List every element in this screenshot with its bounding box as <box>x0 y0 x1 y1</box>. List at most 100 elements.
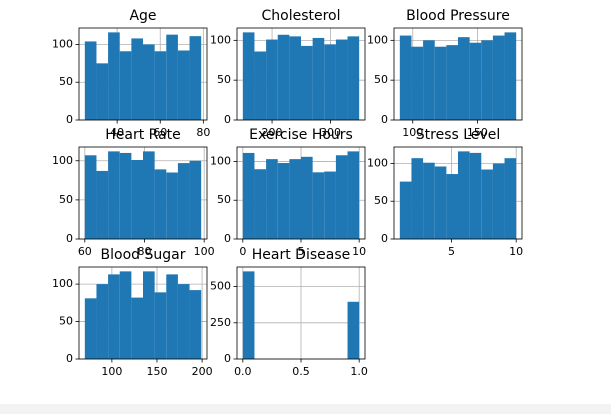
axes-frame <box>78 266 208 360</box>
subplot-title: Exercise Hours <box>249 127 353 143</box>
bar <box>411 46 424 121</box>
bar <box>189 160 202 239</box>
bar <box>189 290 202 359</box>
x-tick-label: 150 <box>146 365 167 378</box>
subplot-title: Heart Disease <box>252 247 350 263</box>
bar <box>96 170 109 239</box>
y-tick-label: 100 <box>210 33 231 46</box>
bar <box>492 35 505 120</box>
x-tick-label: 40 <box>110 126 124 139</box>
bar <box>446 174 458 239</box>
y-tick-label: 100 <box>52 37 73 50</box>
x-tick-label: 100 <box>402 126 423 139</box>
y-tick-label: 250 <box>210 316 231 329</box>
x-tick-label: 10 <box>352 245 366 258</box>
bar <box>446 45 458 120</box>
bar <box>143 151 155 239</box>
bar <box>131 159 143 239</box>
x-tick-label: 200 <box>192 365 213 378</box>
y-tick-label: 50 <box>59 193 73 206</box>
y-tick-label: 0 <box>224 232 231 245</box>
bar <box>469 152 482 239</box>
axes-frame <box>393 27 523 121</box>
bar <box>277 163 290 239</box>
bar <box>347 151 360 239</box>
bar <box>423 40 435 120</box>
bar <box>492 163 505 239</box>
bar <box>423 162 435 239</box>
bar <box>131 38 143 120</box>
bar <box>166 34 178 121</box>
subplot-title: Cholesterol <box>261 8 340 24</box>
bar <box>504 158 517 239</box>
bar <box>166 274 178 359</box>
bar <box>277 34 290 120</box>
bar <box>504 32 517 120</box>
axes-frame <box>236 27 366 121</box>
axes-frame <box>78 27 208 121</box>
bar <box>266 39 278 120</box>
bar <box>177 163 190 239</box>
x-tick-label: 1.0 <box>350 365 368 378</box>
bar <box>301 156 313 239</box>
bar <box>119 152 132 239</box>
bar <box>84 298 97 359</box>
bar <box>108 274 120 359</box>
bar <box>324 171 336 239</box>
bar <box>177 284 190 359</box>
subplot-title: Blood Pressure <box>406 8 510 24</box>
y-tick-label: 0 <box>224 352 231 365</box>
y-tick-label: 0 <box>381 232 388 245</box>
bar <box>108 32 120 120</box>
bar <box>434 46 447 121</box>
bar <box>399 35 412 120</box>
x-tick-label: 0 <box>239 245 246 258</box>
bar <box>119 51 132 120</box>
bar <box>119 271 132 359</box>
bar <box>166 172 178 239</box>
y-tick-label: 0 <box>381 113 388 126</box>
x-tick-label: 5 <box>298 245 305 258</box>
x-tick-label: 80 <box>137 245 151 258</box>
bar <box>335 155 348 239</box>
bar <box>143 44 155 120</box>
y-tick-label: 50 <box>217 193 231 206</box>
bar <box>242 32 255 120</box>
y-tick-label: 50 <box>374 194 388 207</box>
bar <box>434 166 447 239</box>
y-tick-label: 100 <box>367 33 388 46</box>
x-tick-label: 150 <box>467 126 488 139</box>
y-tick-label: 50 <box>59 75 73 88</box>
x-tick-label: 60 <box>78 245 92 258</box>
x-tick-label: 5 <box>448 245 455 258</box>
bar <box>469 42 482 120</box>
bar <box>266 159 278 239</box>
bar <box>347 36 360 121</box>
y-tick-label: 500 <box>210 280 231 293</box>
x-tick-label: 0.5 <box>292 365 310 378</box>
bar <box>254 169 267 239</box>
y-tick-label: 0 <box>66 113 73 126</box>
bar <box>324 44 336 120</box>
bar <box>154 292 167 359</box>
bar <box>458 151 470 239</box>
subplot-title: Stress Level <box>416 127 500 143</box>
bar <box>154 51 167 120</box>
bar <box>399 181 412 239</box>
bar <box>108 151 120 239</box>
y-tick-label: 0 <box>66 232 73 245</box>
bar <box>242 152 255 239</box>
bar <box>347 301 360 359</box>
subplot-title: Blood Sugar <box>101 247 186 263</box>
x-tick-label: 0.0 <box>234 365 252 378</box>
bar <box>312 172 325 239</box>
bar <box>96 284 109 359</box>
bar <box>131 297 143 359</box>
y-tick-label: 0 <box>66 352 73 365</box>
subplot-title: Age <box>129 8 156 24</box>
axes-frame <box>78 146 208 240</box>
subplot-title: Heart Rate <box>105 127 181 143</box>
bar <box>254 51 267 121</box>
